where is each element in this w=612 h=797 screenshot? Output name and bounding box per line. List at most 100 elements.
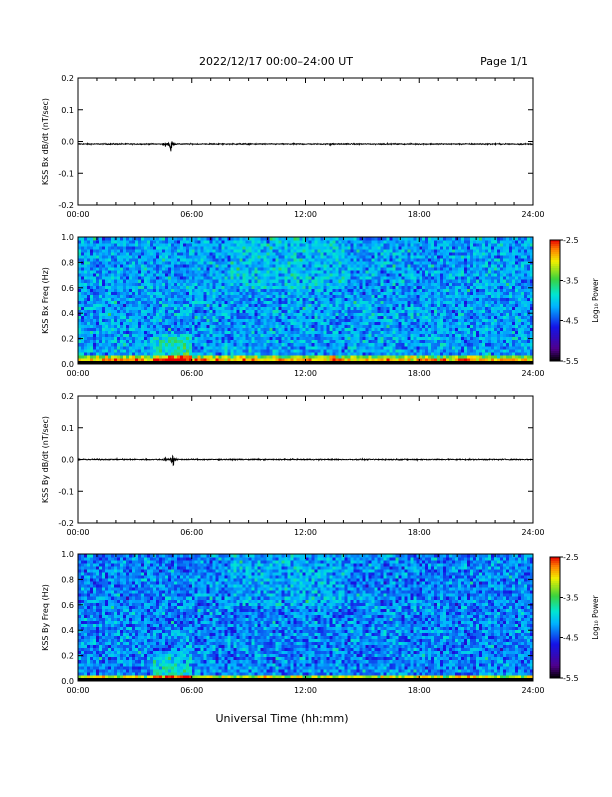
spectrogram-cell [306, 304, 309, 307]
spectrogram-cell [288, 355, 291, 358]
spectrogram-cell [105, 288, 108, 291]
spectrogram-cell [129, 246, 132, 249]
spectrogram-cell [156, 313, 159, 316]
spectrogram-cell [111, 319, 114, 322]
spectrogram-cell [264, 258, 267, 261]
spectrogram-cell [383, 343, 386, 346]
spectrogram-cell [297, 322, 300, 325]
spectrogram-cell [231, 352, 234, 355]
spectrogram-cell [168, 334, 171, 337]
spectrogram-cell [165, 325, 168, 328]
spectrogram-cell [114, 337, 117, 340]
spectrogram-cell [204, 285, 207, 288]
spectrogram-cell [386, 349, 389, 352]
spectrogram-cell [371, 316, 374, 319]
spectrogram-cell [102, 267, 105, 270]
spectrogram-cell [308, 337, 311, 340]
spectrogram-cell [198, 304, 201, 307]
spectrogram-cell [329, 307, 332, 310]
spectrogram-cell [243, 337, 246, 340]
spectrogram-cell [147, 255, 150, 258]
spectrogram-cell [207, 285, 210, 288]
spectrogram-cell [126, 358, 129, 361]
spectrogram-cell [416, 246, 419, 249]
spectrogram-cell [219, 291, 222, 294]
spectrogram-cell [249, 279, 252, 282]
spectrogram-cell [135, 334, 138, 337]
spectrogram-cell [150, 267, 153, 270]
spectrogram-cell [231, 316, 234, 319]
spectrogram-cell [90, 285, 93, 288]
spectrogram-cell [81, 297, 84, 300]
spectrogram-cell [386, 301, 389, 304]
spectrogram-cell [279, 355, 282, 358]
spectrogram-cell [320, 267, 323, 270]
spectrogram-cell [99, 285, 102, 288]
spectrogram-cell [300, 261, 303, 264]
spectrogram-cell [246, 334, 249, 337]
spectrogram-cell [371, 291, 374, 294]
spectrogram-cell [338, 307, 341, 310]
spectrogram-cell [96, 331, 99, 334]
spectrogram-cell [264, 279, 267, 282]
spectrogram-cell [314, 307, 317, 310]
spectrogram-cell [186, 349, 189, 352]
spectrogram-cell [168, 319, 171, 322]
spectrogram-cell [338, 261, 341, 264]
spectrogram-cell [222, 288, 225, 291]
spectrogram-cell [371, 246, 374, 249]
spectrogram-cell [159, 358, 162, 361]
spectrogram-cell [255, 334, 258, 337]
spectrogram-cell [401, 276, 404, 279]
spectrogram-cell [219, 273, 222, 276]
spectrogram-cell [252, 288, 255, 291]
spectrogram-cell [377, 246, 380, 249]
spectrogram-cell [365, 331, 368, 334]
spectrogram-cell [353, 273, 356, 276]
spectrogram-cell [383, 237, 386, 240]
spectrogram-cell [213, 291, 216, 294]
spectrogram-cell [392, 319, 395, 322]
spectrogram-cell [380, 240, 383, 243]
spectrogram-cell [87, 288, 90, 291]
spectrogram-cell [150, 237, 153, 240]
spectrogram-cell [183, 252, 186, 255]
spectrogram-cell [129, 285, 132, 288]
spectrogram-cell [192, 310, 195, 313]
spectrogram-cell [368, 319, 371, 322]
spectrogram-cell [362, 328, 365, 331]
spectrogram-cell [255, 246, 258, 249]
spectrogram-cell [135, 273, 138, 276]
spectrogram-cell [341, 276, 344, 279]
spectrogram-cell [368, 340, 371, 343]
spectrogram-cell [326, 322, 329, 325]
spectrogram-cell [159, 270, 162, 273]
spectrogram-cell [288, 285, 291, 288]
spectrogram-cell [129, 328, 132, 331]
spectrogram-cell [258, 304, 261, 307]
spectrogram-cell [177, 249, 180, 252]
spectrogram-cell [165, 297, 168, 300]
spectrogram-cell [126, 267, 129, 270]
spectrogram-cell [111, 258, 114, 261]
spectrogram-cell [96, 264, 99, 267]
spectrogram-cell [168, 264, 171, 267]
spectrogram-cell [419, 297, 422, 300]
spectrogram-cell [177, 276, 180, 279]
spectrogram-cell [225, 319, 228, 322]
spectrogram-cell [81, 273, 84, 276]
spectrogram-cell [189, 258, 192, 261]
spectrogram-cell [243, 325, 246, 328]
spectrogram-cell [237, 355, 240, 358]
spectrogram-cell [350, 352, 353, 355]
spectrogram-cell [341, 246, 344, 249]
spectrogram-cell [350, 337, 353, 340]
spectrogram-cell [383, 240, 386, 243]
spectrogram-cell [303, 273, 306, 276]
spectrogram-cell [108, 301, 111, 304]
spectrogram-cell [195, 252, 198, 255]
spectrogram-cell [246, 282, 249, 285]
spectrogram-cell [332, 319, 335, 322]
spectrogram-cell [410, 355, 413, 358]
spectrogram-cell [377, 297, 380, 300]
